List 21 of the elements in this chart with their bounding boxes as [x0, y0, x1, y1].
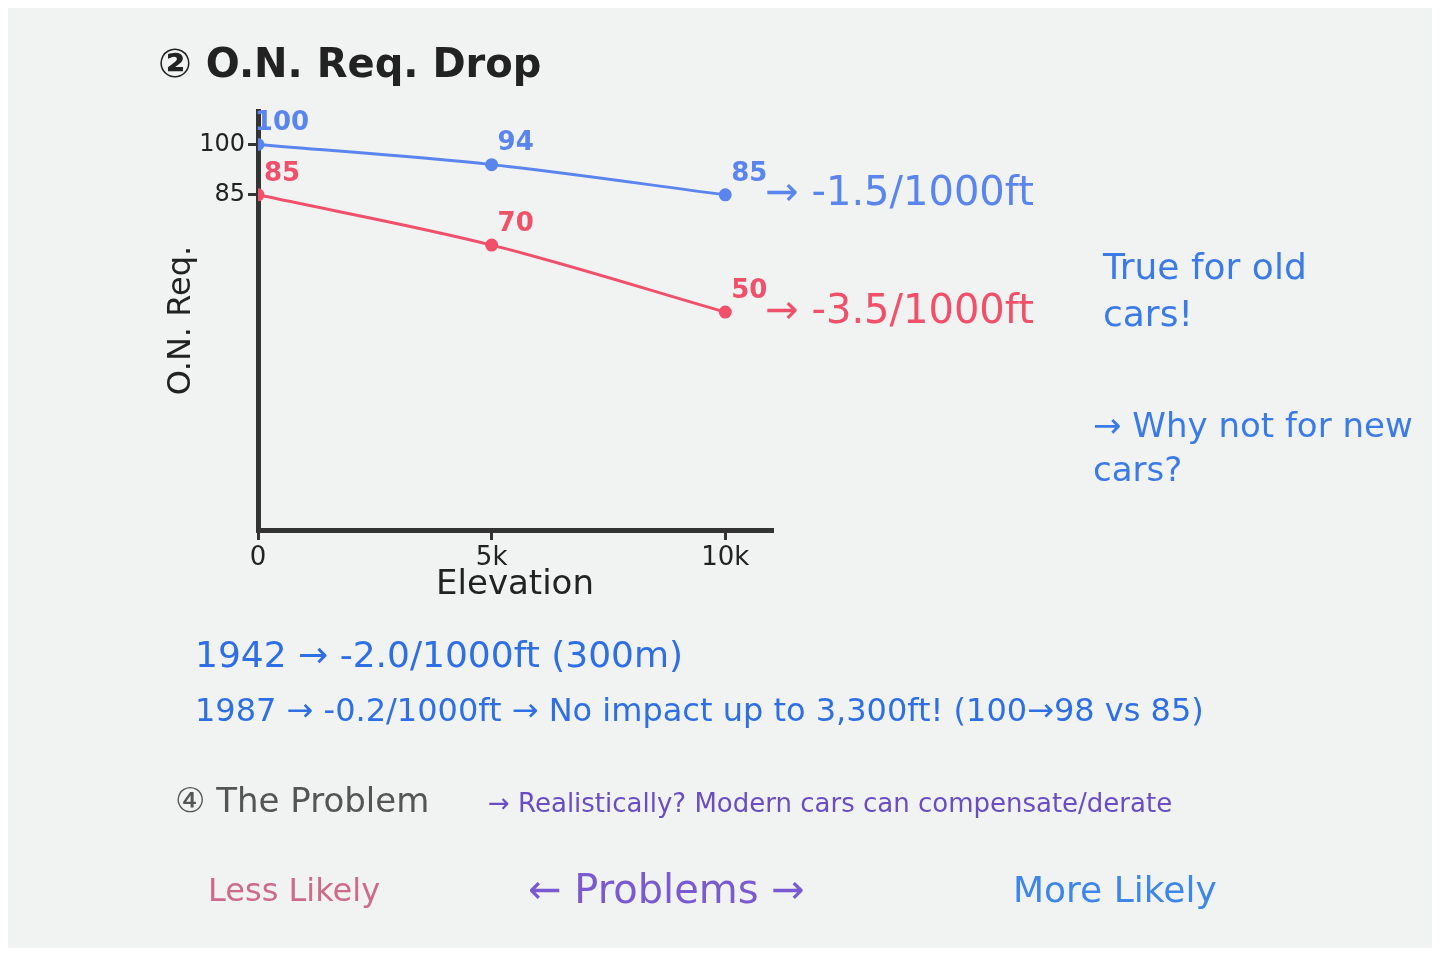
text: → Realistically? Modern cars can compensate/derate [488, 787, 1173, 818]
data-label: 100 [199, 128, 245, 157]
data-label: 70 [497, 206, 534, 237]
y-axis-title: O.N. Req. [159, 245, 198, 396]
text: True for old cars! [1102, 246, 1307, 335]
text: More Likely [1013, 869, 1217, 911]
text: Less Likely [208, 871, 381, 910]
x-tick-label: 10k [701, 541, 750, 572]
data-label: 94 [497, 126, 534, 157]
x-tick-label: 0 [249, 541, 267, 572]
text: ④ The Problem [175, 779, 430, 820]
text: ← Problems → [528, 866, 805, 913]
data-label: 85 [214, 179, 245, 208]
chart-title: ② O.N. Req. Drop [158, 40, 542, 87]
annotation: → -3.5/1000ft [765, 285, 1034, 332]
text: 1942 → -2.0/1000ft (300m) [195, 634, 684, 676]
text: → Why not for new cars? [1093, 404, 1413, 490]
annotation: → -1.5/1000ft [765, 168, 1034, 215]
data-label: 85 [731, 156, 768, 187]
data-label: 50 [731, 273, 768, 304]
text: 1987 → -0.2/1000ft → No impact up to 3,300ft! (100→98 vs 85) [195, 691, 1204, 730]
